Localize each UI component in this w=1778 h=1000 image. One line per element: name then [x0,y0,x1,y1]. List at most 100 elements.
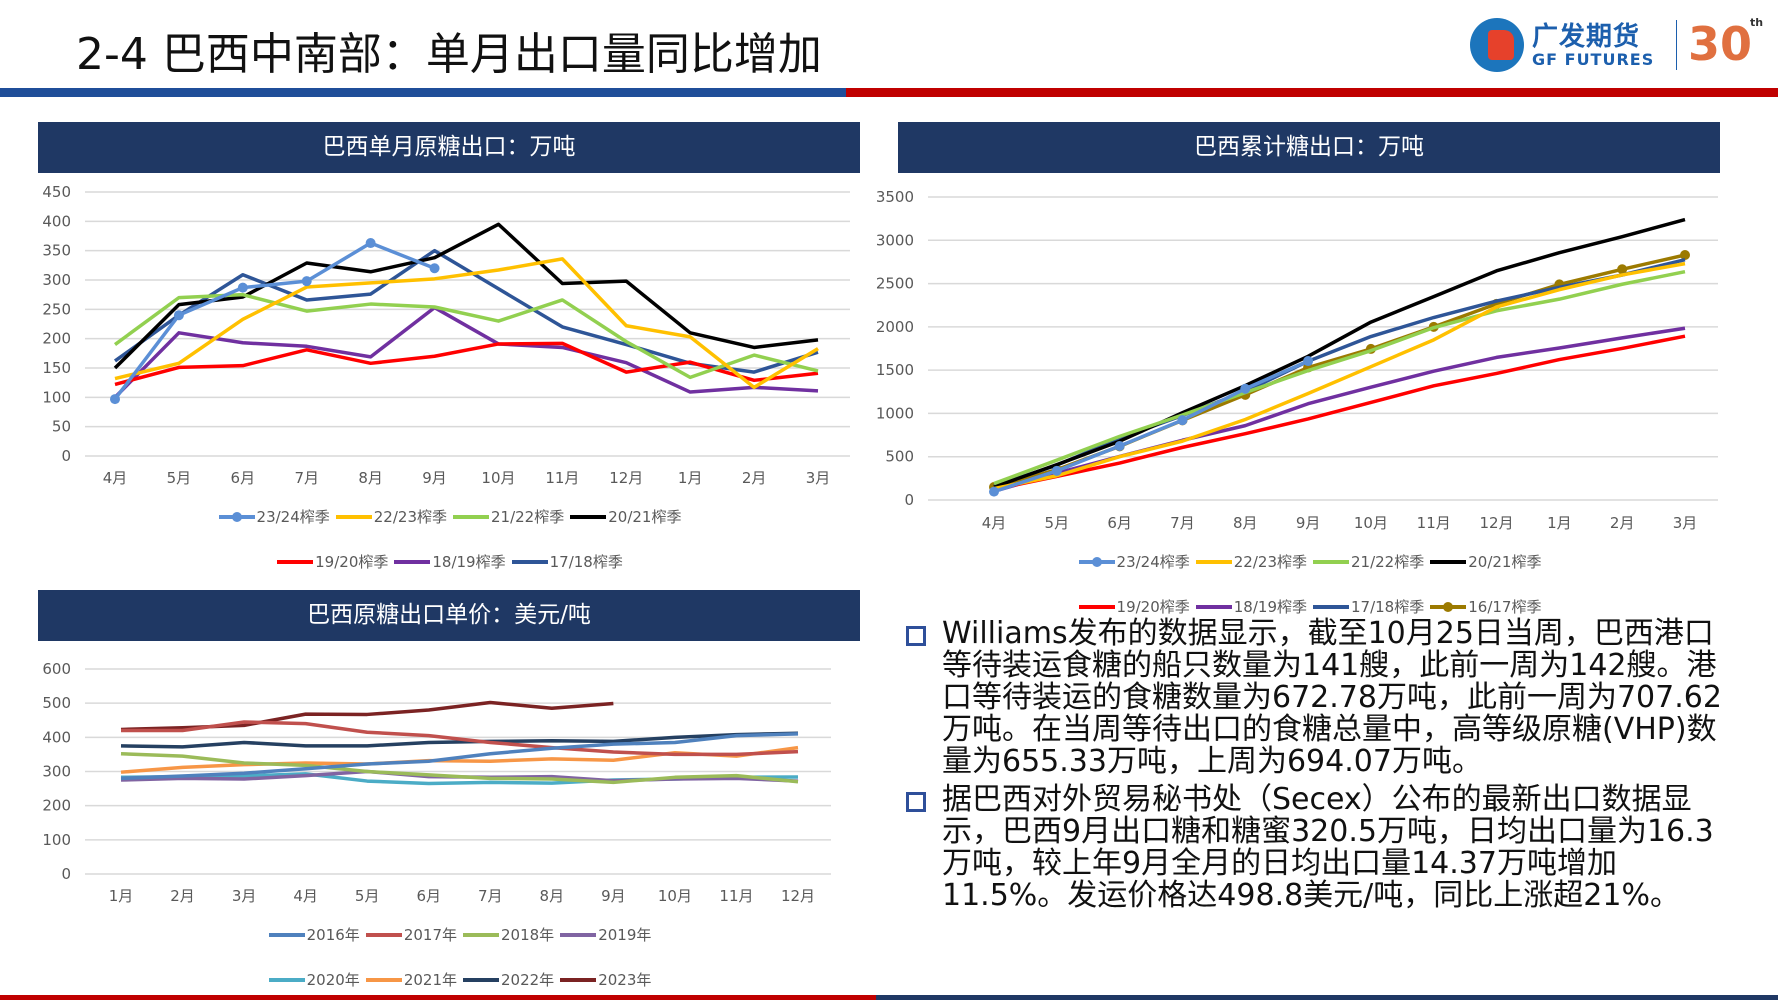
x-tick-label: 10月 [658,887,692,905]
page-title: 2-4 巴西中南部：单月出口量同比增加 [76,29,822,80]
data-point [1240,383,1251,394]
x-tick-label: 10月 [481,469,515,487]
x-tick-label: 12月 [1479,514,1513,532]
y-tick-label: 500 [42,694,71,712]
y-tick-label: 200 [42,330,71,348]
legend-swatch [1078,604,1115,609]
x-tick-label: 6月 [1107,514,1132,532]
legend-item: 19/20榨季 [277,551,388,572]
legend-swatch [560,977,597,982]
data-point [1051,465,1062,476]
footer-bar-blue [876,995,1778,1000]
bullet-text: 据巴西对外贸易秘书处（Secex）公布的最新出口数据显示，巴西9月出口糖和糖蜜3… [942,782,1714,913]
legend-item: 20/21榨季 [570,506,681,527]
legend-item: 18/19榨季 [1195,596,1307,617]
series-line-23/24榨季 [113,241,436,401]
square-bullet-icon [906,626,926,646]
legend-label: 21/22榨季 [491,508,565,526]
y-tick-label: 350 [42,242,71,260]
legend-swatch [1313,604,1349,609]
y-tick-label: 600 [42,660,71,678]
logo-en-text: GF FUTURES [1532,50,1655,69]
legend-label: 19/20榨季 [315,553,389,571]
legend-swatch [453,514,489,519]
legend-item: 23/24榨季 [218,506,330,527]
bullet-text: Williams发布的数据显示，截至10月25日当周，巴西港口等待装运食糖的船只… [942,616,1722,779]
y-tick-label: 50 [52,418,71,436]
legend-swatch [1313,559,1349,564]
legend-label: 21/22榨季 [1351,553,1425,571]
y-tick-label: 400 [42,728,71,746]
legend-item: 22/23榨季 [1195,551,1307,572]
legend-swatch [335,514,372,519]
x-tick-label: 1月 [109,887,134,905]
y-tick-label: 3000 [876,231,914,249]
series-line-21/22榨季 [113,292,819,380]
x-tick-label: 2月 [742,469,767,487]
legend-item: 17/18榨季 [511,551,623,572]
y-tick-label: 400 [42,212,71,230]
data-point [1680,250,1690,261]
legend-swatch [365,932,402,937]
commentary: Williams发布的数据显示，截至10月25日当周，巴西港口等待装运食糖的船只… [906,618,1726,912]
chart-cumulative-header: 巴西累计糖出口：万吨 [898,122,1720,173]
legend-label: 2017年 [403,926,457,944]
legend-item: 2021年 [365,969,457,990]
data-point [110,394,120,405]
legend-swatch [1078,556,1115,567]
series-line-20/21榨季 [993,217,1686,489]
x-tick-label: 3月 [232,887,257,905]
x-tick-label: 2月 [1610,514,1635,532]
x-tick-label: 5月 [1045,514,1070,532]
legend-swatch [365,977,402,982]
chart-monthly-legend: 23/24榨季 22/23榨季 21/22榨季 20/21榨季 19/20榨季 18/19… [160,506,740,572]
legend-label: 23/24榨季 [1116,553,1190,571]
anniversary-badge: 30 [1688,17,1753,71]
legend-item: 2016年 [268,924,360,945]
series-line-22/23榨季 [993,261,1686,491]
legend-swatch [511,559,548,564]
x-tick-label: 10月 [1354,514,1388,532]
series-line-16/17榨季 [993,253,1686,489]
legend-item: 23/24榨季 [1078,551,1190,572]
legend-item: 2018年 [463,924,554,945]
legend-swatch [268,977,305,982]
header-bar-blue [0,88,846,97]
series-line-2018年 [120,751,799,785]
series-line-20/21榨季 [113,222,819,370]
data-point [1303,356,1314,367]
series-line-21/22榨季 [993,269,1686,486]
x-tick-label: 4月 [982,514,1007,532]
legend-label: 17/18榨季 [1351,598,1425,616]
y-tick-label: 1000 [876,404,914,422]
series-line-2016年 [120,732,799,781]
x-tick-label: 9月 [1296,514,1321,532]
x-tick-label: 1月 [678,469,703,487]
gf-logo-icon [1470,18,1524,72]
chart-cumulative-legend: 23/24榨季 22/23榨季 21/22榨季 20/21榨季 19/20榨季 18/19… [1020,551,1600,617]
data-point [173,310,184,321]
data-point [301,276,312,287]
square-bullet-icon [906,792,926,812]
x-tick-label: 5月 [355,887,380,905]
data-point [989,486,999,497]
chart-price-legend: 2016年 2017年 2018年 2019年 2020年 2021年 2022年 2023年 [220,924,700,990]
legend-swatch [570,514,607,519]
legend-swatch [277,559,314,564]
legend-item: 20/21榨季 [1430,551,1541,572]
x-tick-label: 3月 [1673,514,1698,532]
legend-label: 20/21榨季 [1468,553,1542,571]
legend-label: 19/20榨季 [1116,598,1190,616]
anniversary-suffix: th [1750,16,1764,29]
legend-item: 21/22榨季 [1313,551,1424,572]
data-point [237,282,248,293]
chart-monthly-header: 巴西单月原糖出口：万吨 [38,122,860,173]
chart-price-header: 巴西原糖出口单价：美元/吨 [38,590,860,641]
legend-label: 2020年 [306,971,360,989]
x-tick-label: 8月 [358,469,383,487]
x-tick-label: 9月 [422,469,447,487]
series-line-19/20榨季 [993,334,1686,492]
legend-label: 2023年 [598,971,652,989]
x-tick-label: 6月 [231,469,256,487]
legend-swatch [463,932,499,937]
